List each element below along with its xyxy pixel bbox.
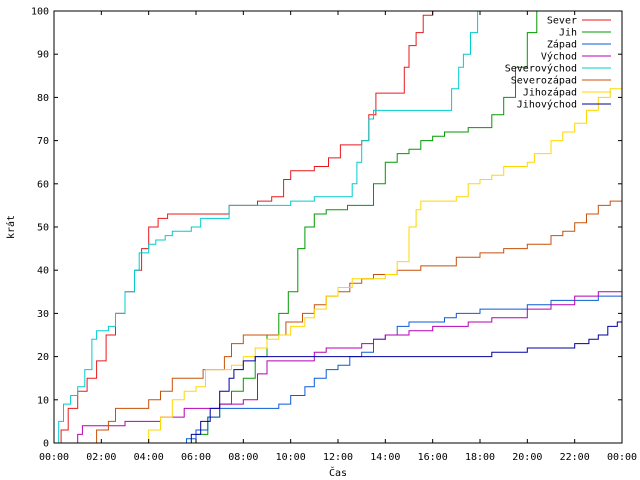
- y-tick-label-8: 80: [37, 93, 49, 104]
- series-line-7: [54, 80, 623, 444]
- x-tick-label-8: 16:00: [418, 452, 448, 463]
- legend-label-5: Severovýchod: [505, 63, 577, 75]
- legend-label-7: Jihozápad: [523, 87, 577, 99]
- x-tick-label-11: 22:00: [560, 452, 590, 463]
- y-tick-label-4: 40: [37, 266, 49, 277]
- y-tick-label-2: 20: [37, 352, 49, 363]
- legend-label-4: Východ: [541, 51, 577, 63]
- y-tick-label-10: 100: [31, 7, 49, 18]
- x-tick-label-6: 12:00: [323, 452, 353, 463]
- y-tick-label-7: 70: [37, 136, 49, 147]
- y-tick-label-0: 0: [43, 439, 49, 450]
- x-tick-label-4: 08:00: [228, 452, 258, 463]
- x-tick-label-9: 18:00: [465, 452, 495, 463]
- series-lines: [54, 11, 623, 444]
- series-line-3: [54, 291, 623, 444]
- x-tick-label-10: 20:00: [512, 452, 542, 463]
- x-axis-label: Čas: [329, 466, 347, 479]
- series-line-4: [54, 287, 623, 444]
- x-tick-label-3: 06:00: [181, 452, 211, 463]
- x-tick-label-7: 14:00: [370, 452, 400, 463]
- legend-label-2: Jih: [559, 28, 577, 39]
- series-line-2: [54, 11, 538, 444]
- y-tick-label-6: 60: [37, 179, 49, 190]
- x-tick-label-2: 04:00: [134, 452, 164, 463]
- y-tick-label-5: 50: [37, 223, 49, 234]
- y-axis-label: krát: [5, 215, 17, 239]
- y-tick-label-9: 90: [37, 50, 49, 61]
- axis-ticks: 0 10 20 30 40 50 60 70 80 90 100 00:00 02:00 04:00 06:…: [31, 7, 637, 464]
- legend-label-6: Severozápad: [511, 75, 577, 87]
- legend-label-1: Sever: [547, 16, 577, 27]
- x-tick-label-0: 00:00: [39, 452, 69, 463]
- x-tick-label-1: 02:00: [86, 452, 116, 463]
- y-tick-label-3: 30: [37, 309, 49, 320]
- series-line-8: [54, 321, 622, 444]
- series-line-5: [54, 11, 479, 444]
- legend: SeverJihZápadVýchodSeverovýchodSeverozáp…: [505, 16, 611, 111]
- legend-label-8: Jihovýchod: [517, 99, 577, 111]
- y-tick-label-1: 10: [37, 395, 49, 406]
- series-line-6: [54, 200, 622, 444]
- x-tick-label-12: 00:00: [607, 452, 637, 463]
- legend-label-3: Západ: [547, 39, 577, 51]
- x-tick-label-5: 10:00: [276, 452, 306, 463]
